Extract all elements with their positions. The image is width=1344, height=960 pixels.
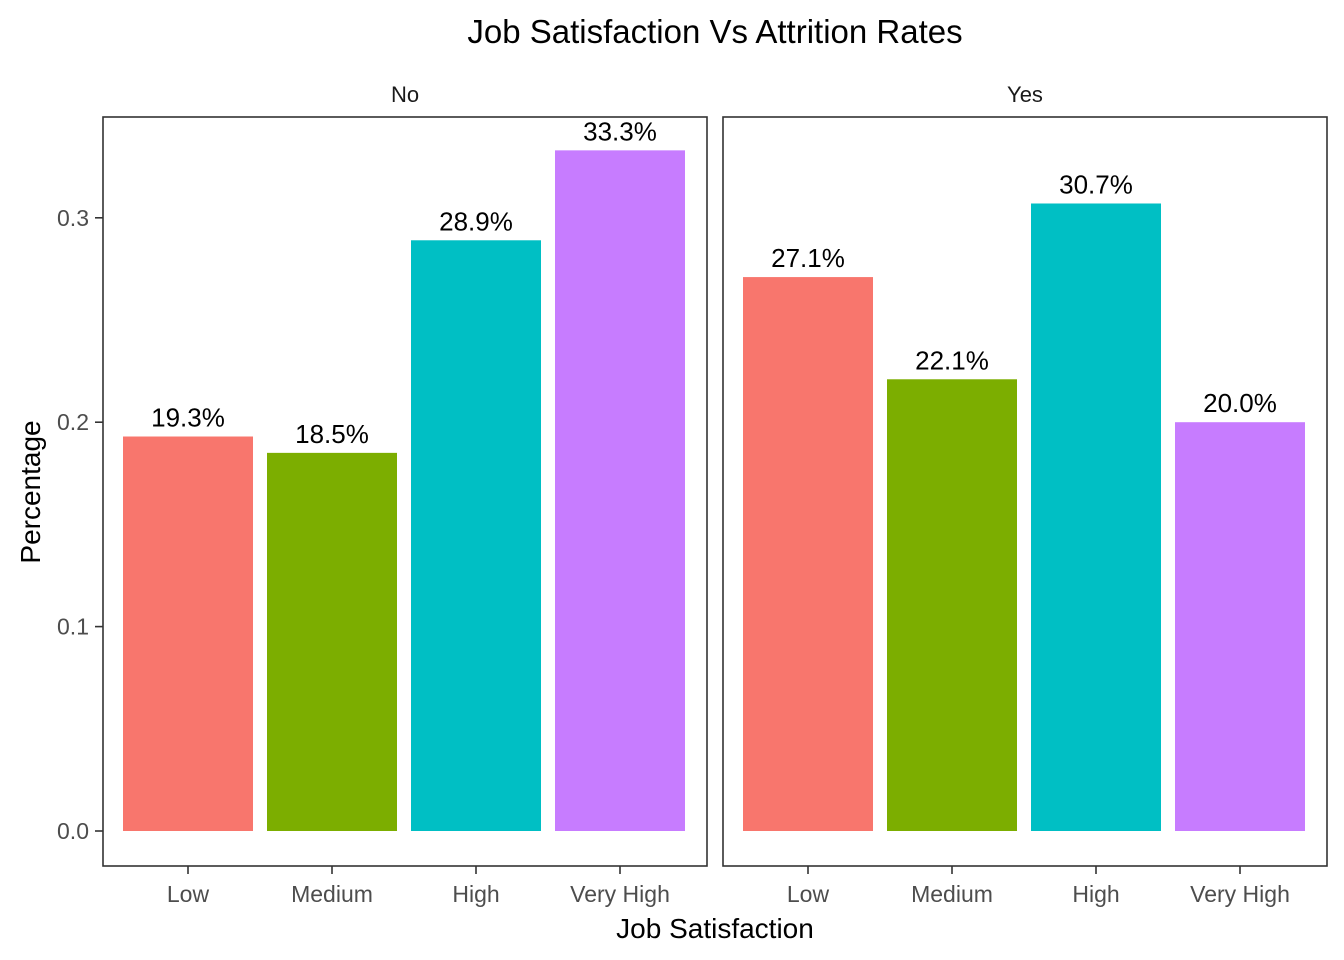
panel-border [722,116,1328,867]
panel-border [102,116,708,867]
data-label: 19.3% [151,403,225,433]
x-tick-label: High [1072,881,1119,907]
x-tick-label: Very High [1190,881,1290,907]
bar-medium [887,379,1017,831]
data-label: 27.1% [771,243,845,273]
bar-medium [267,452,397,831]
y-tick-label: 0.2 [57,409,89,435]
panels-layer: No 19.3% Low 18.5% Medium 28.9% High 33.3% Very … [57,82,1328,907]
data-label: 28.9% [439,206,513,236]
data-label: 22.1% [915,345,989,375]
data-label: 30.7% [1059,169,1133,199]
x-tick-label: Medium [911,881,993,907]
bar-high [1031,203,1161,831]
facet-strip-label: Yes [1007,82,1043,107]
bar-high [411,240,541,831]
y-axis-title: Percentage [15,420,46,563]
y-tick-label: 0.1 [57,614,89,640]
data-label: 33.3% [583,116,657,146]
data-label: 18.5% [295,419,369,449]
x-tick-label: Medium [291,881,373,907]
x-tick-label: Very High [570,881,670,907]
bar-very-high [555,150,685,831]
facet-strip-label: No [391,82,419,107]
x-tick-label: Low [787,881,830,907]
y-tick-label: 0.3 [57,205,89,231]
facet-panel-yes: Yes 27.1% Low 22.1% Medium 30.7% High 20.0% Very… [722,82,1328,907]
bar-low [743,277,873,831]
bar-very-high [1175,422,1305,831]
chart-title: Job Satisfaction Vs Attrition Rates [467,13,962,50]
x-axis-title: Job Satisfaction [616,913,814,944]
data-label: 20.0% [1203,388,1277,418]
x-tick-label: Low [167,881,210,907]
y-tick-label: 0.0 [57,818,89,844]
x-tick-label: High [452,881,499,907]
bar-low [123,436,253,831]
facet-panel-no: No 19.3% Low 18.5% Medium 28.9% High 33.3% Very … [57,82,708,907]
